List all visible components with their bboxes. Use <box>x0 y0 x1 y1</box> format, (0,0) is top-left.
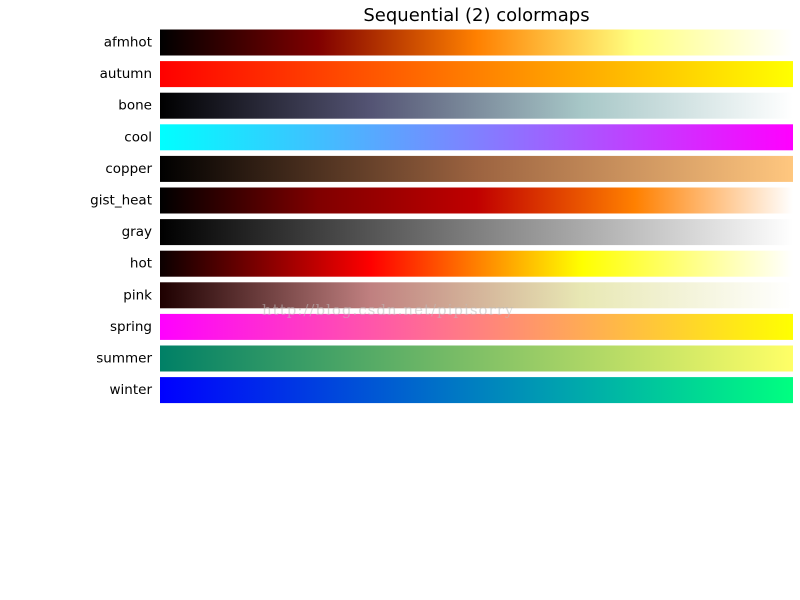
colormap-label-cool: cool <box>124 129 152 145</box>
colormap-label-bone: bone <box>118 98 152 114</box>
colormap-label-gray: gray <box>122 224 152 240</box>
colormap-bar-winter <box>160 377 793 404</box>
colormap-bar-copper <box>160 155 793 182</box>
colormap-bar-cool <box>160 124 793 151</box>
colormap-label-winter: winter <box>110 382 153 398</box>
colormap-bar-spring <box>160 313 793 340</box>
colormap-label-pink: pink <box>123 287 152 303</box>
colormap-bar-pink <box>160 282 793 309</box>
colormap-label-spring: spring <box>110 319 152 335</box>
colormap-bar-autumn <box>160 61 793 88</box>
colormap-label-autumn: autumn <box>100 66 152 82</box>
watermark-text: http://blog.csdn.net/pipisorry <box>262 301 515 319</box>
colormap-bars <box>160 29 793 404</box>
colormap-bar-gray <box>160 219 793 246</box>
colormap-label-afmhot: afmhot <box>104 35 152 51</box>
colormap-label-gist-heat: gist_heat <box>90 193 152 209</box>
colormap-bar-gist-heat <box>160 187 793 214</box>
colormap-label-hot: hot <box>130 256 152 272</box>
chart-title: Sequential (2) colormaps <box>363 5 590 26</box>
colormap-bar-hot <box>160 250 793 277</box>
colormap-bar-summer <box>160 345 793 372</box>
colormap-bar-bone <box>160 92 793 119</box>
colormap-label-summer: summer <box>96 351 152 367</box>
colormap-bar-afmhot <box>160 29 793 56</box>
colormap-label-copper: copper <box>105 161 152 177</box>
